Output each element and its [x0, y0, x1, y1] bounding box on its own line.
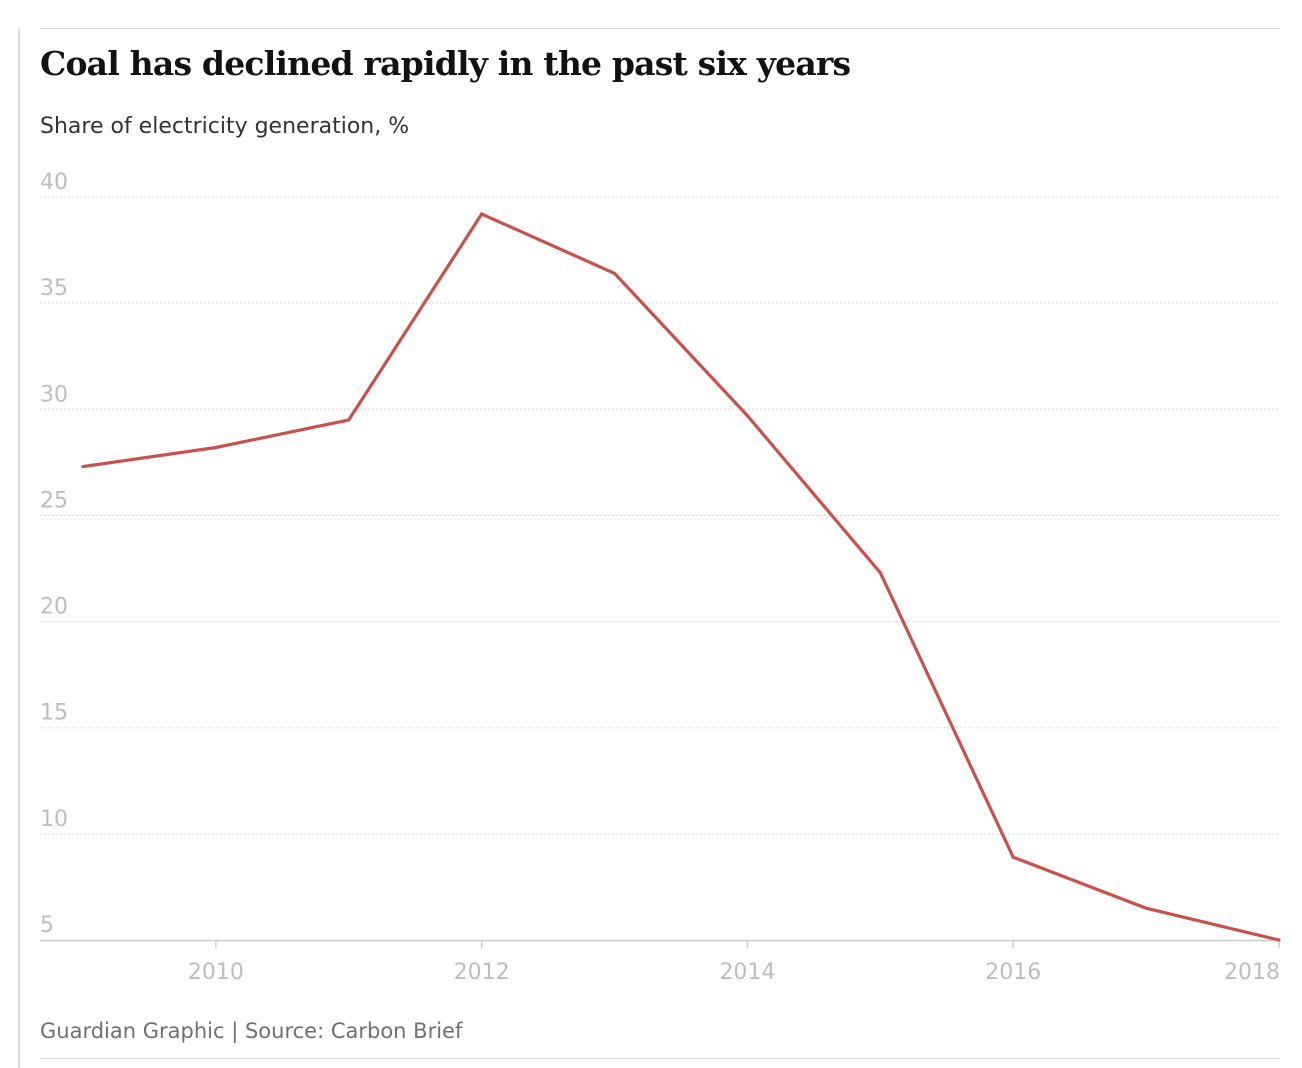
- y-tick-label-25: 25: [40, 488, 68, 513]
- chart-title: Coal has declined rapidly in the past si…: [40, 44, 851, 83]
- y-tick-label-35: 35: [40, 276, 68, 301]
- y-tick-label-10: 10: [40, 807, 68, 832]
- series-layer: [81, 211, 1281, 942]
- y-tick-label-40: 40: [40, 170, 68, 195]
- y-tick-label-5: 5: [40, 913, 54, 938]
- left-border-rule: [18, 28, 20, 1068]
- y-axis-tick-labels: 40 35 30 25 20 15 10 5: [40, 170, 68, 938]
- data-point-2017: [1144, 906, 1148, 910]
- x-tick-label-2018: 2018: [1224, 960, 1280, 985]
- y-tick-label-30: 30: [40, 382, 68, 407]
- y-tick-label-15: 15: [40, 701, 68, 726]
- x-tick-label-2014: 2014: [719, 960, 775, 985]
- x-axis-ticks: 2010 2012 2014 2016 2018: [188, 940, 1280, 985]
- chart-subtitle: Share of electricity generation, %: [40, 114, 410, 139]
- gridlines: [40, 196, 1280, 835]
- x-tick-label-2012: 2012: [454, 960, 510, 985]
- data-point-2015: [878, 571, 882, 575]
- data-point-2012: [480, 212, 484, 216]
- data-point-2010: [214, 445, 218, 450]
- source-credit: Guardian Graphic | Source: Carbon Brief: [40, 1019, 463, 1043]
- data-point-2011: [347, 418, 351, 422]
- bottom-border-rule: [40, 1058, 1280, 1059]
- data-point-2014: [745, 414, 750, 418]
- top-border-rule: [40, 28, 1280, 29]
- data-point-2009: [81, 465, 85, 469]
- data-point-2018: [1277, 938, 1281, 942]
- x-tick-label-2016: 2016: [985, 960, 1041, 985]
- data-point-2016: [1011, 855, 1015, 859]
- series-line-0: [82, 211, 1280, 942]
- x-tick-label-2010: 2010: [188, 960, 244, 985]
- data-point-2013: [612, 271, 617, 276]
- y-tick-label-20: 20: [40, 595, 68, 620]
